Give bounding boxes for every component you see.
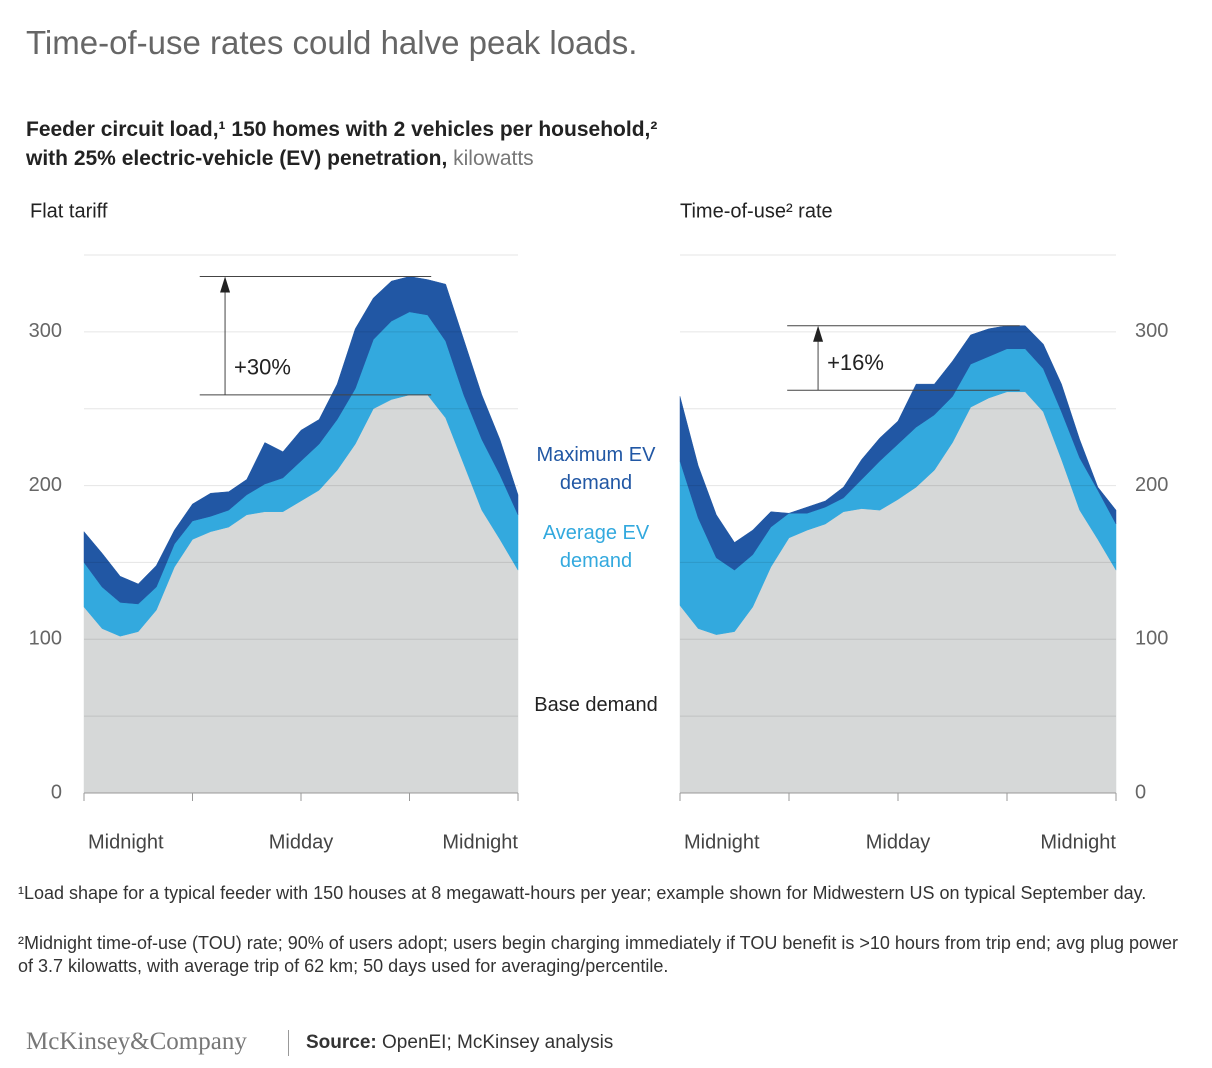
separator (288, 1030, 289, 1056)
arrow-head (813, 325, 824, 342)
y-tick-label: 100 (1135, 628, 1168, 650)
y-tick-label: 300 (29, 320, 62, 342)
source-label: Source: (306, 1032, 377, 1053)
subtitle-line: with 25% electric-vehicle (EV) penetrati… (26, 147, 534, 171)
legend-base: Base demand (534, 694, 658, 716)
y-tick-label: 200 (1135, 474, 1168, 496)
legend-max: Maximum EV demand (536, 444, 656, 494)
chart-title: Time-of-use² rate (680, 200, 833, 222)
y-tick-label: 0 (1135, 781, 1146, 803)
logo: McKinsey&Company (26, 1028, 247, 1055)
annotation-label: +16% (827, 350, 884, 375)
y-tick-label: 200 (29, 474, 62, 496)
x-tick-label: Midday (269, 831, 333, 853)
y-tick-label: 0 (51, 781, 62, 803)
arrow-head (220, 276, 231, 293)
annotation-label: +30% (234, 355, 291, 380)
unit: kilowatts (453, 147, 534, 170)
legend-avg: Average EV demand (542, 522, 650, 572)
subtitle-text: with 25% electric-vehicle (EV) penetrati… (26, 147, 448, 170)
y-tick-label: 100 (29, 628, 62, 650)
x-tick-label: Midnight (684, 831, 760, 853)
area (83, 276, 519, 605)
source-text: OpenEI; McKinsey analysis (382, 1032, 614, 1053)
footnote: ²Midnight time-of-use (TOU) rate; 90% of… (18, 933, 1179, 976)
chart-title: Flat tariff (30, 200, 108, 222)
x-tick-label: Midday (866, 831, 930, 853)
headline: Time-of-use rates could halve peak loads… (26, 24, 638, 61)
area (679, 325, 1117, 571)
x-tick-label: Midnight (442, 831, 518, 853)
source: Source: OpenEI; McKinsey analysis (306, 1032, 613, 1054)
subtitle-line: Feeder circuit load,¹ 150 homes with 2 v… (26, 118, 658, 141)
footnote: ¹Load shape for a typical feeder with 15… (18, 883, 1147, 903)
y-tick-label: 300 (1135, 320, 1168, 342)
x-tick-label: Midnight (1040, 831, 1116, 853)
x-tick-label: Midnight (88, 831, 164, 853)
